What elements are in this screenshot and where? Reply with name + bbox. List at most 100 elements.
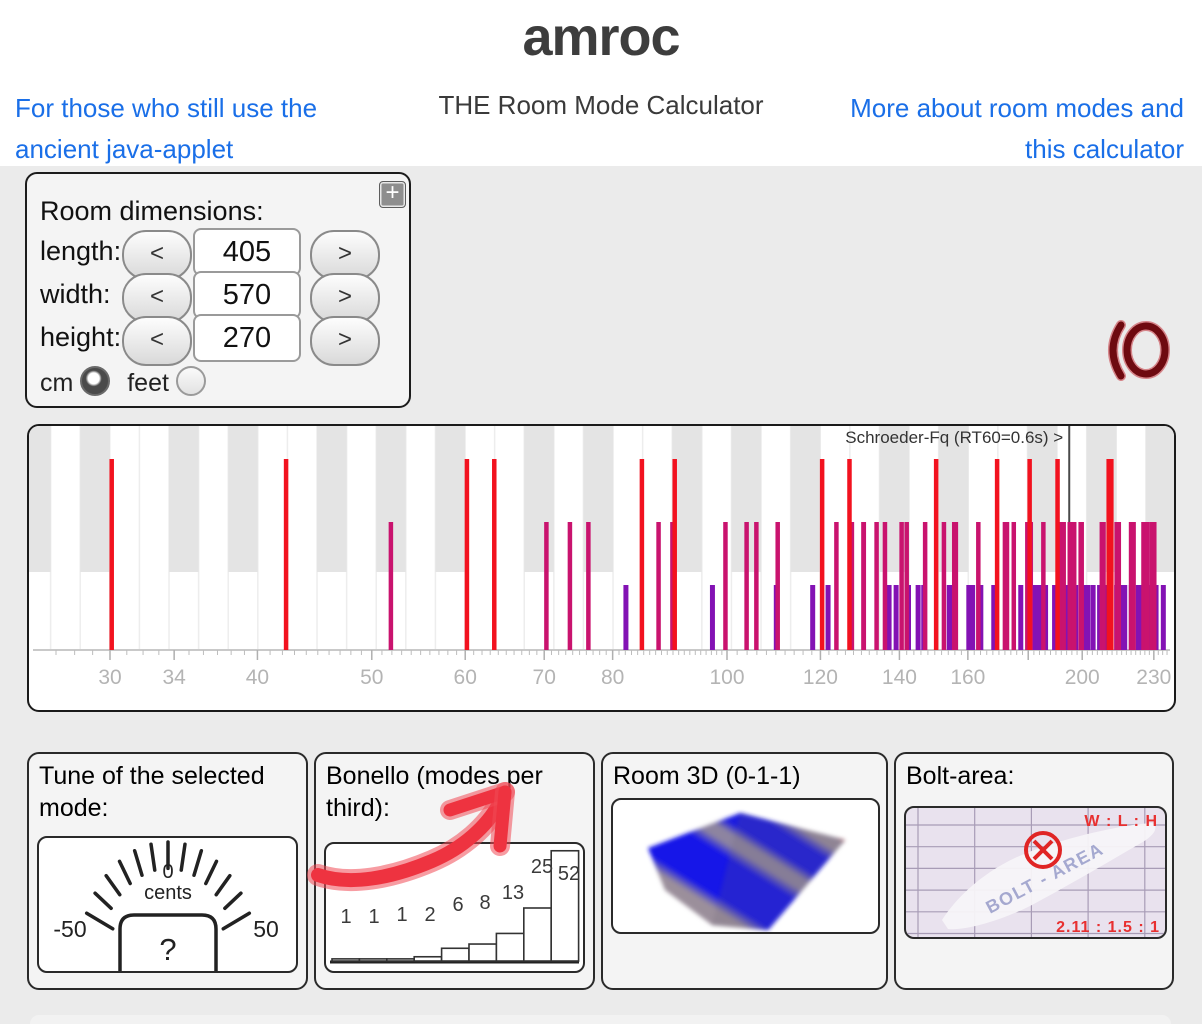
mode-bar[interactable]	[1106, 459, 1111, 650]
tangential-mode-bars[interactable]	[388, 522, 1157, 650]
mode-bar[interactable]	[933, 459, 939, 650]
mode-bar[interactable]	[656, 522, 661, 650]
mode-bar[interactable]	[1116, 522, 1122, 650]
height-increment-button[interactable]: >	[310, 316, 380, 366]
mode-bar[interactable]	[1079, 522, 1084, 650]
mode-bar[interactable]	[1131, 522, 1136, 650]
gauge-value: ?	[159, 932, 176, 967]
java-applet-link[interactable]: For those who still use the ancient java…	[15, 93, 318, 164]
length-input[interactable]	[193, 228, 301, 276]
height-decrement-button[interactable]: <	[122, 316, 192, 366]
bonello-bar-label: 8	[479, 892, 490, 914]
mode-bar[interactable]	[970, 585, 976, 650]
mode-bar[interactable]	[567, 522, 573, 650]
axis-tick-label: 40	[246, 666, 269, 689]
mode-bar[interactable]	[899, 522, 904, 650]
mode-bar[interactable]	[819, 459, 825, 650]
mode-bar[interactable]	[834, 522, 839, 650]
mode-bar[interactable]	[623, 585, 629, 650]
mode-bar[interactable]	[1004, 522, 1010, 650]
mode-bar[interactable]	[1011, 522, 1017, 650]
mode-bar[interactable]	[544, 522, 549, 650]
mode-bar[interactable]	[754, 522, 759, 650]
mode-bar[interactable]	[1071, 522, 1077, 650]
room3d-view[interactable]	[611, 798, 880, 934]
mode-bar[interactable]	[1141, 522, 1146, 650]
next-section-edge	[30, 1015, 1171, 1024]
mode-bar[interactable]	[1027, 459, 1032, 650]
mode-bar[interactable]	[1036, 585, 1042, 650]
mode-bar[interactable]	[976, 522, 981, 650]
mode-bar[interactable]	[1101, 522, 1106, 650]
piano-black-key-stripe	[80, 426, 110, 572]
mode-bar[interactable]	[1055, 459, 1060, 650]
mode-bar[interactable]	[1061, 522, 1066, 650]
mode-bar[interactable]	[1085, 585, 1091, 650]
gauge-tick	[93, 891, 113, 911]
mode-bar[interactable]	[882, 522, 888, 650]
height-row: height: < >	[27, 314, 409, 366]
unit-feet-radio[interactable]	[175, 366, 206, 396]
mode-bar[interactable]	[941, 522, 947, 650]
mode-bar[interactable]	[953, 522, 959, 650]
axial-mode-bars[interactable]	[109, 459, 1114, 650]
mode-bar[interactable]	[1067, 522, 1073, 650]
room-mode-frequency-chart[interactable]: Schroeder-Fq (RT60=0.6s) > 30 34 40 50 60 70 80…	[29, 426, 1174, 710]
mode-bar[interactable]	[1152, 522, 1157, 650]
mode-bar[interactable]	[874, 522, 879, 650]
mode-bar[interactable]	[825, 585, 831, 650]
length-decrement-button[interactable]: <	[122, 230, 192, 280]
unit-cm-radio[interactable]	[80, 366, 111, 396]
mode-bar[interactable]	[744, 522, 749, 650]
mode-bar[interactable]	[109, 459, 114, 650]
mode-bar[interactable]	[586, 522, 591, 650]
mode-bar[interactable]	[915, 585, 921, 650]
mode-bar[interactable]	[1144, 522, 1150, 650]
bonello-panel: Bonello (modes per third): 1 1 1 2 6 8 13 25 52	[314, 752, 595, 990]
mode-bar[interactable]	[639, 459, 645, 650]
mode-bar[interactable]	[946, 585, 952, 650]
mode-bar[interactable]	[847, 459, 852, 650]
mode-bar[interactable]	[886, 585, 892, 650]
mode-bar[interactable]	[1122, 585, 1128, 650]
mode-bar[interactable]	[994, 459, 1000, 650]
mode-bar[interactable]	[670, 522, 675, 650]
expand-panel-button[interactable]: +	[379, 181, 406, 208]
bolt-area-chart: BOLT - AREA W : L : H 2.11 : 1.5 : 1	[906, 808, 1165, 937]
mode-bar[interactable]	[723, 522, 728, 650]
bolt-area-box: BOLT - AREA W : L : H 2.11 : 1.5 : 1	[904, 806, 1167, 939]
mode-bar[interactable]	[1160, 585, 1166, 650]
oblique-mode-bars[interactable]	[623, 585, 1166, 650]
mode-bar[interactable]	[922, 522, 928, 650]
mode-bar[interactable]	[810, 585, 816, 650]
mode-bar[interactable]	[849, 522, 855, 650]
mode-bar[interactable]	[893, 585, 899, 650]
mode-bar[interactable]	[672, 459, 677, 650]
mode-bar[interactable]	[904, 522, 909, 650]
about-room-modes-link[interactable]: More about room modes and this calculato…	[850, 93, 1184, 164]
ratio-marker-icon	[1024, 831, 1062, 869]
mode-bar[interactable]	[861, 522, 867, 650]
mode-bar[interactable]	[775, 522, 780, 650]
mode-bar[interactable]	[283, 459, 289, 650]
mode-bar[interactable]	[1018, 585, 1024, 650]
mode-bar[interactable]	[1041, 522, 1046, 650]
axis-tick-label: 30	[98, 666, 121, 689]
mode-bar[interactable]	[1109, 459, 1114, 650]
mode-bar[interactable]	[1058, 522, 1064, 650]
width-input[interactable]	[193, 271, 301, 319]
mode-bar[interactable]	[388, 522, 394, 650]
width-decrement-button[interactable]: <	[122, 273, 192, 323]
mode-bar[interactable]	[709, 585, 715, 650]
mode-bar[interactable]	[1031, 585, 1037, 650]
height-input[interactable]	[193, 314, 301, 362]
mode-bar[interactable]	[966, 585, 972, 650]
mode-bar[interactable]	[492, 459, 497, 650]
mode-bar[interactable]	[1149, 522, 1154, 650]
mode-bar[interactable]	[1052, 585, 1058, 650]
mode-bar[interactable]	[978, 585, 984, 650]
mode-bar[interactable]	[464, 459, 470, 650]
mode-bar[interactable]	[1090, 585, 1096, 650]
